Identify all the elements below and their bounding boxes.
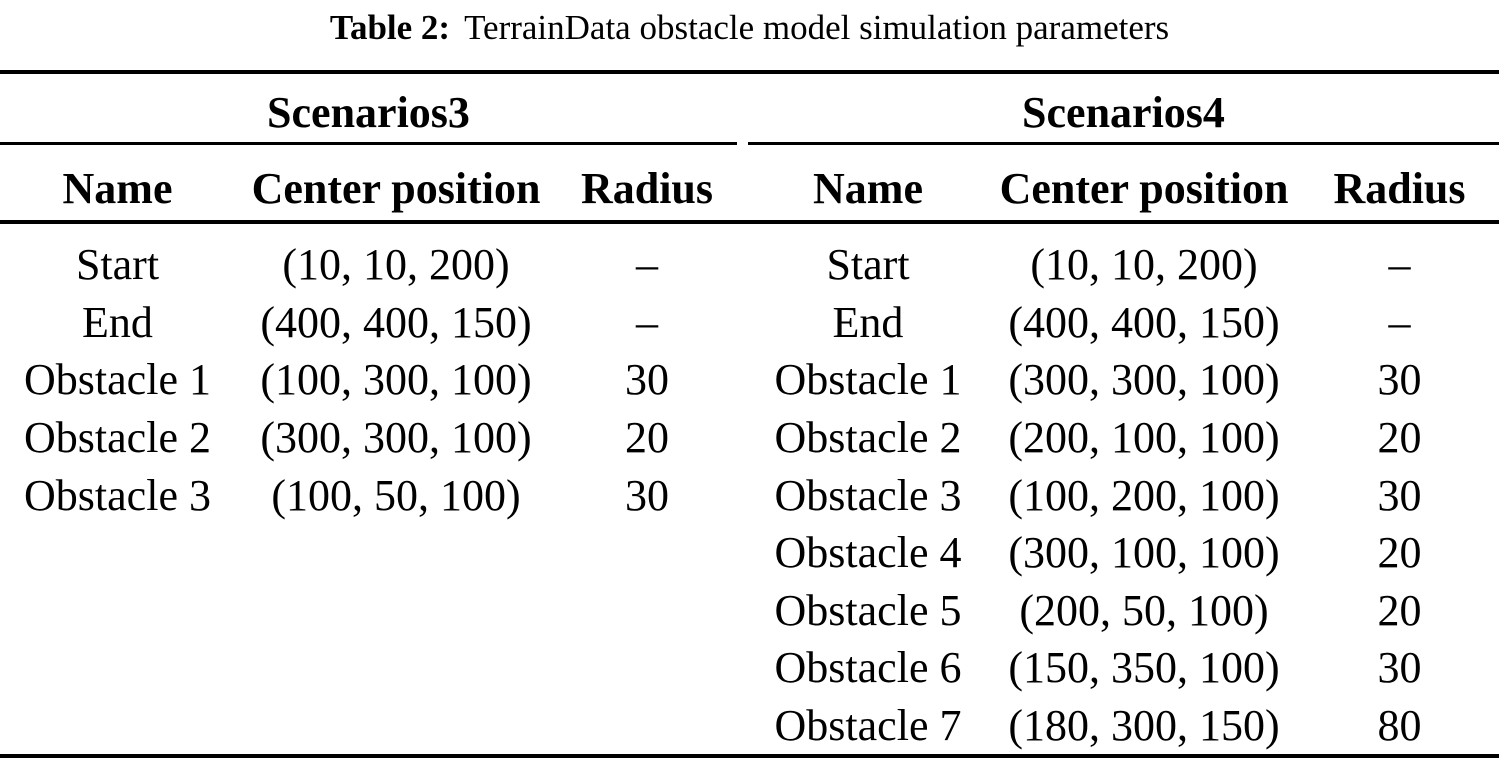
- cell-center: (100, 200, 100): [1008, 470, 1280, 520]
- cell-center: (400, 400, 150): [260, 297, 532, 347]
- cell-radius: 80: [1377, 701, 1422, 751]
- cell-center: (180, 300, 150): [1008, 701, 1280, 751]
- cell-center: (300, 100, 100): [1008, 528, 1280, 578]
- table-caption-label: Table 2:: [329, 8, 451, 47]
- scenario4-underline-rule: [748, 142, 1499, 145]
- scenario3-underline-rule: [0, 142, 737, 145]
- cell-name: End: [82, 297, 153, 347]
- cell-name: Obstacle 1: [774, 355, 962, 405]
- cell-name: Obstacle 3: [24, 470, 211, 520]
- table-caption: Table 2: TerrainData obstacle model simul…: [0, 2, 1499, 54]
- cell-name: Start: [826, 240, 910, 290]
- table-caption-text: TerrainData obstacle model simulation pa…: [464, 8, 1170, 47]
- cell-name: Start: [75, 240, 160, 290]
- cell-center: (400, 400, 150): [1008, 297, 1280, 347]
- cell-name: Obstacle 3: [774, 470, 962, 520]
- cell-center: (200, 100, 100): [1008, 413, 1280, 463]
- cell-center: (300, 300, 100): [260, 413, 532, 463]
- cell-radius: 20: [625, 413, 669, 463]
- cell-name: Obstacle 6: [774, 643, 962, 693]
- scenario3-group-header: Scenarios3: [267, 88, 470, 137]
- cell-center: (10, 10, 200): [282, 240, 510, 290]
- cell-center: (150, 350, 100): [1008, 643, 1280, 693]
- cell-radius: –: [636, 240, 658, 290]
- cell-radius: 30: [1377, 470, 1422, 520]
- scenario4-group-header: Scenarios4: [1022, 88, 1225, 137]
- cell-radius: –: [1388, 240, 1411, 290]
- header-separator-rule: [0, 220, 1499, 224]
- cell-name: Obstacle 5: [774, 585, 962, 635]
- column-header-radius: Radius: [1333, 164, 1466, 213]
- cell-name: Obstacle 2: [24, 413, 211, 463]
- cell-radius: 30: [625, 470, 669, 520]
- cell-center: (100, 50, 100): [271, 470, 521, 520]
- cell-radius: 20: [1377, 528, 1422, 578]
- column-header-radius: Radius: [580, 164, 714, 213]
- table-bottom-rule: [0, 754, 1499, 758]
- cell-radius: 30: [625, 355, 669, 405]
- column-header-center-position: Center position: [999, 164, 1289, 213]
- scenario4-column-headers: Name Center position Radius: [748, 158, 1499, 220]
- table-top-rule: [0, 70, 1499, 74]
- cell-center: (100, 300, 100): [260, 355, 532, 405]
- column-header-center-position: Center position: [251, 164, 541, 213]
- cell-radius: 20: [1377, 585, 1422, 635]
- cell-name: Obstacle 7: [774, 701, 962, 751]
- column-header-name: Name: [62, 164, 173, 213]
- cell-center: (200, 50, 100): [1019, 585, 1269, 635]
- cell-name: Obstacle 4: [774, 528, 962, 578]
- scenario3-column-headers: Name Center position Radius: [0, 158, 737, 220]
- cell-radius: 30: [1377, 643, 1422, 693]
- column-header-name: Name: [813, 164, 923, 213]
- cell-radius: 30: [1377, 355, 1422, 405]
- cell-center: (10, 10, 200): [1030, 240, 1258, 290]
- cell-radius: 20: [1377, 413, 1422, 463]
- cell-center: (300, 300, 100): [1008, 355, 1280, 405]
- cell-radius: –: [1388, 297, 1411, 347]
- cell-name: Obstacle 1: [24, 355, 211, 405]
- scenario4-table-body: Start (10, 10, 200) – End (400, 400, 150…: [748, 236, 1499, 754]
- cell-name: Obstacle 2: [774, 413, 962, 463]
- cell-name: End: [832, 297, 904, 347]
- cell-radius: –: [636, 297, 658, 347]
- scenario3-table-body: Start (10, 10, 200) – End (400, 400, 150…: [0, 236, 737, 524]
